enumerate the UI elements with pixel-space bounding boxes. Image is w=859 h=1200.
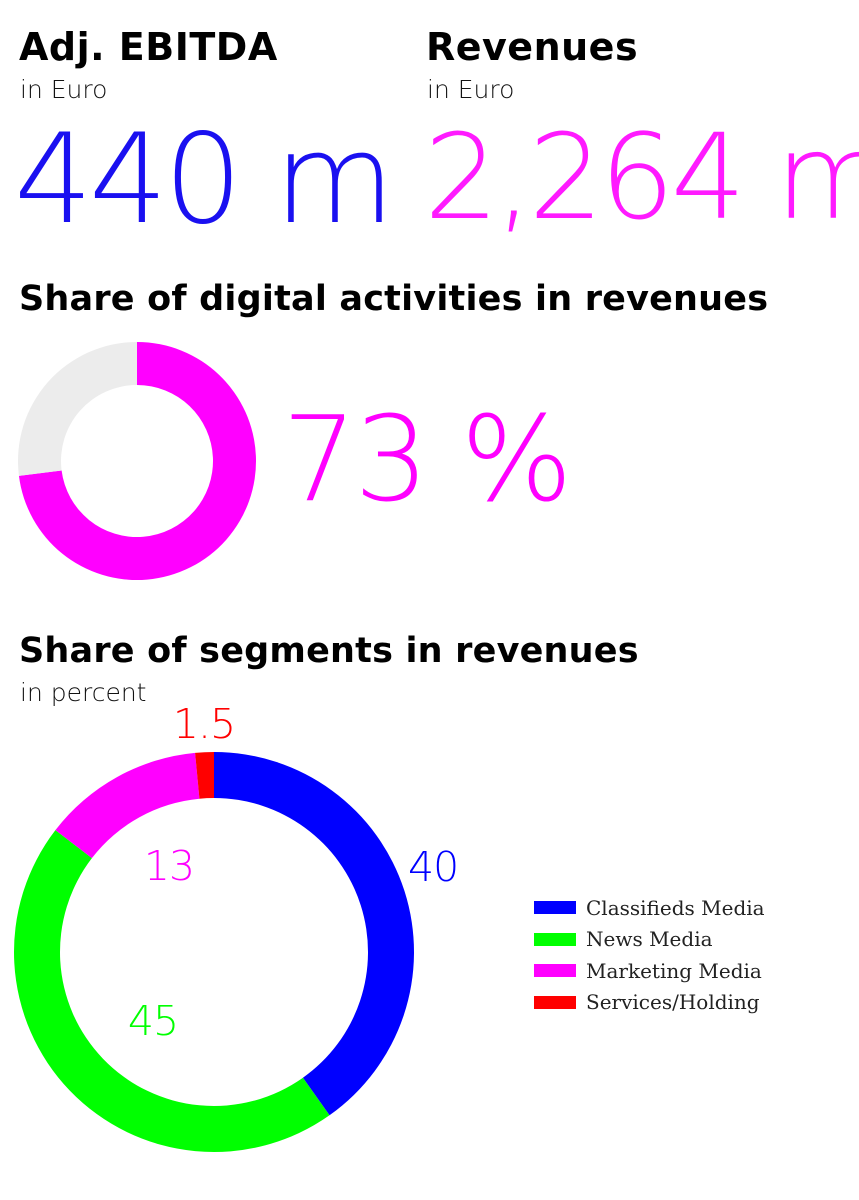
digital-share-percent: 73 %	[282, 390, 573, 528]
revenues-title: Revenues	[426, 25, 639, 69]
digital-share-slice-other	[18, 342, 138, 476]
legend-label-classifieds-media: Classifieds Media	[586, 895, 765, 920]
legend-swatch-news-media	[534, 932, 576, 946]
legend-label-services-holding: Services/Holding	[586, 990, 760, 1015]
legend-item-news-media: News Media	[534, 924, 765, 956]
legend-label-news-media: News Media	[586, 927, 713, 952]
revenues-unit-label: in Euro	[427, 75, 515, 104]
digital-share-title: Share of digital activities in revenues	[19, 279, 769, 319]
legend-swatch-classifieds-media	[534, 901, 576, 915]
legend-label-marketing-media: Marketing Media	[586, 958, 762, 983]
ebitda-unit-label: in Euro	[20, 75, 108, 104]
segments-data-label-classifieds-media: 40	[408, 843, 458, 891]
segments-slice-services-holding	[195, 752, 214, 799]
legend-item-classifieds-media: Classifieds Media	[534, 892, 765, 924]
legend-item-marketing-media: Marketing Media	[534, 955, 765, 987]
segments-data-label-services-holding: 1.5	[173, 700, 235, 748]
segments-slice-marketing-media	[55, 752, 200, 859]
legend-swatch-marketing-media	[534, 964, 576, 978]
segments-slice-news-media	[14, 830, 330, 1152]
segments-share-subtitle: in percent	[20, 678, 147, 707]
legend-swatch-services-holding	[534, 995, 576, 1009]
ebitda-title: Adj. EBITDA	[19, 25, 278, 69]
ebitda-value: 440 m	[14, 108, 395, 252]
legend-item-services-holding: Services/Holding	[534, 987, 765, 1019]
revenues-value: 2,264 m	[424, 108, 859, 246]
segments-slice-classifieds-media	[214, 751, 414, 1116]
segments-data-label-marketing-media: 13	[144, 842, 194, 890]
segments-share-donut-chart: 40 45 13 1.5	[14, 700, 459, 1152]
digital-share-donut-chart	[18, 342, 257, 581]
segments-legend: Classifieds Media News Media Marketing Med…	[534, 892, 765, 1018]
digital-share-slice-digital	[18, 342, 257, 581]
segments-data-label-news-media: 45	[128, 997, 178, 1045]
segments-share-title: Share of segments in revenues	[19, 631, 639, 671]
